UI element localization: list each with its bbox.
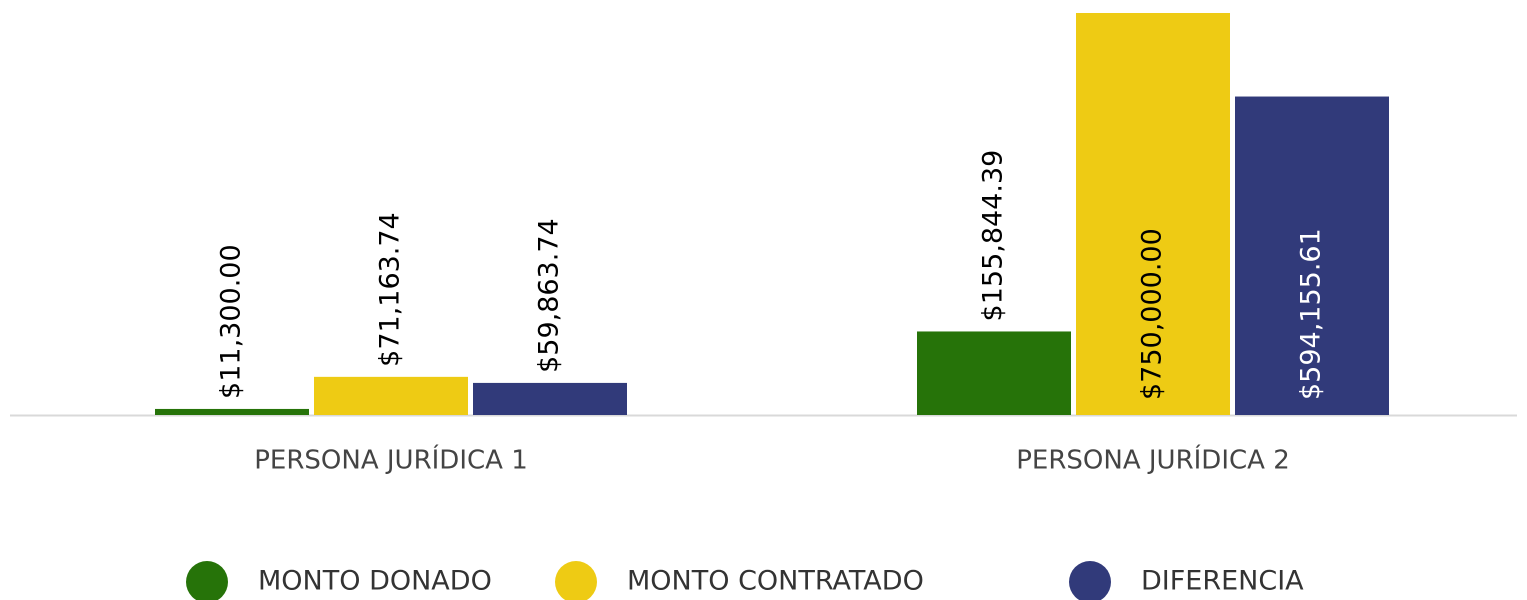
bar	[314, 376, 468, 415]
legend-swatch	[555, 561, 597, 600]
x-tick-label: PERSONA JURÍDICA 1	[254, 444, 528, 476]
legend-label: MONTO CONTRATADO	[627, 566, 924, 597]
data-label: $59,863.74	[534, 218, 565, 373]
bar	[473, 382, 627, 415]
data-label: $11,300.00	[216, 244, 247, 399]
x-tick-label: PERSONA JURÍDICA 2	[1016, 444, 1290, 476]
legend-swatch	[1069, 561, 1111, 600]
bar	[155, 408, 309, 415]
data-label: $155,844.39	[978, 150, 1009, 322]
legend-label: DIFERENCIA	[1141, 566, 1304, 597]
legend-swatch	[186, 561, 228, 600]
bar	[1076, 13, 1230, 415]
data-label: $750,000.00	[1137, 228, 1168, 400]
bar	[917, 331, 1071, 415]
bar	[1235, 96, 1389, 415]
data-label: $71,163.74	[375, 212, 406, 367]
data-label: $594,155.61	[1296, 228, 1327, 400]
legend-label: MONTO DONADO	[258, 566, 492, 597]
